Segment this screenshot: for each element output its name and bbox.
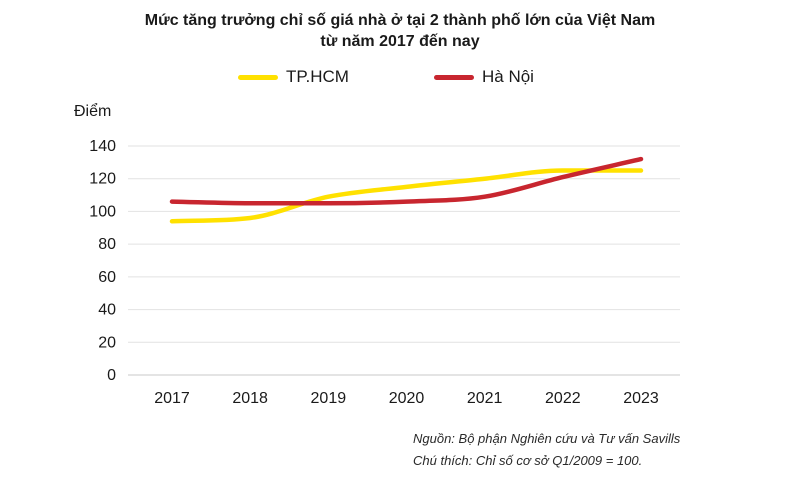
y-tick-label-140: 140 [89,138,116,155]
chart-title-line-1: Mức tăng trưởng chỉ số giá nhà ở tại 2 t… [144,12,656,29]
x-tick-label-2020: 2020 [389,390,425,407]
legend-swatch-tphcm [238,74,278,80]
legend-item-tphcm: TP.HCM [238,67,349,87]
x-axis-ticks: 2017 2018 2019 2020 2021 2022 2023 [154,390,659,407]
y-axis-ticks: 0 20 40 60 80 100 120 140 [89,138,116,384]
legend-label-tphcm: TP.HCM [286,67,349,86]
legend-label-hanoi: Hà Nội [482,67,534,86]
x-tick-label-2018: 2018 [232,390,268,407]
y-tick-label-40: 40 [98,302,116,319]
source-note: Nguồn: Bộ phận Nghiên cứu và Tư vấn Savi… [413,431,681,446]
series-lines [169,156,644,224]
y-tick-label-80: 80 [98,236,116,253]
chart-notes: Nguồn: Bộ phận Nghiên cứu và Tư vấn Savi… [413,428,680,472]
base-index-note: Chú thích: Chỉ số cơ sở Q1/2009 = 100. [413,453,643,468]
series-line-tphcm [169,168,644,224]
x-tick-label-2019: 2019 [311,390,347,407]
chart-title-line-2: từ năm 2017 đến nay [320,33,480,50]
y-tick-label-120: 120 [89,171,116,188]
chart-legend: TP.HCM Hà Nội [0,67,800,91]
legend-swatch-hanoi [434,74,474,80]
x-tick-label-2021: 2021 [467,390,503,407]
y-tick-label-60: 60 [98,269,116,286]
gridlines [128,145,680,376]
y-tick-label-0: 0 [107,367,116,384]
y-axis-label: Điểm [74,102,111,120]
y-tick-label-100: 100 [89,203,116,220]
x-tick-label-2017: 2017 [154,390,190,407]
chart-title: Mức tăng trưởng chỉ số giá nhà ở tại 2 t… [0,10,800,52]
legend-item-hanoi: Hà Nội [434,67,534,87]
x-tick-label-2023: 2023 [623,390,659,407]
x-tick-label-2022: 2022 [545,390,581,407]
y-tick-label-20: 20 [98,334,116,351]
series-line-hanoi [169,156,644,206]
